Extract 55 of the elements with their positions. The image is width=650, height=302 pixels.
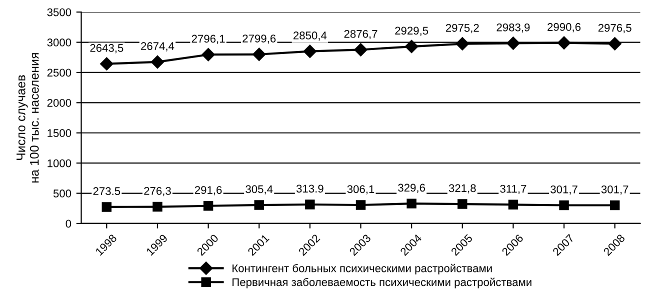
point	[305, 200, 315, 210]
y-axis-title: Число случаев на 100 тыс. населения	[16, 53, 39, 182]
data-label: 2983,9	[496, 23, 530, 33]
point	[354, 43, 368, 56]
y-tick-label: 500	[53, 190, 72, 198]
data-label: 2796,1	[192, 34, 225, 44]
point	[406, 198, 416, 208]
point	[404, 40, 418, 54]
y-tick-label: 3500	[47, 8, 72, 16]
data-label: 2929,5	[395, 26, 428, 36]
point	[608, 37, 622, 50]
point	[254, 200, 264, 210]
point	[303, 44, 317, 58]
y-tick-label: 1000	[48, 159, 72, 168]
point	[150, 55, 164, 69]
legend-label: Первичная заболеваемость психическими растройствами	[232, 278, 532, 288]
data-label: 273.5	[93, 187, 120, 196]
point	[252, 48, 266, 61]
data-label: 2850,4	[294, 32, 327, 41]
data-label: 311,7	[500, 184, 526, 194]
point	[203, 201, 214, 211]
point	[356, 200, 366, 210]
y-tick-label: 0	[66, 220, 72, 228]
y-tick-label: 3000	[47, 38, 72, 46]
data-label: 329,6	[398, 184, 425, 193]
point	[506, 36, 520, 50]
point	[456, 37, 469, 50]
point	[559, 200, 569, 210]
data-label: 276,3	[144, 187, 171, 196]
point	[458, 199, 468, 209]
data-label: 305,4	[246, 185, 273, 194]
point	[202, 48, 215, 62]
point	[557, 36, 571, 50]
y-tick-label: 1500	[48, 129, 72, 138]
data-label: 2799,6	[242, 34, 276, 44]
data-label: 2876,7	[344, 30, 378, 40]
data-label: 2674,4	[141, 42, 174, 52]
point	[102, 202, 112, 212]
data-label: 2975,2	[446, 24, 479, 34]
data-label: 306,1	[347, 185, 374, 194]
data-label: 2976,5	[598, 24, 632, 34]
data-label: 301,7	[601, 185, 628, 195]
point	[152, 202, 162, 212]
data-label: 2990,6	[548, 23, 581, 32]
point	[610, 200, 620, 210]
point	[100, 57, 114, 70]
data-label: 291,6	[194, 186, 222, 196]
legend-label: Контингент больных психическими растройствами	[232, 264, 492, 274]
data-label: 301,7	[550, 185, 578, 195]
data-label: 321,8	[448, 184, 476, 194]
y-tick-label: 2000	[47, 98, 72, 107]
data-label: 2643,5	[90, 44, 124, 54]
data-label: 313.9	[296, 184, 324, 193]
point	[508, 200, 518, 210]
y-tick-label: 2500	[47, 68, 72, 77]
